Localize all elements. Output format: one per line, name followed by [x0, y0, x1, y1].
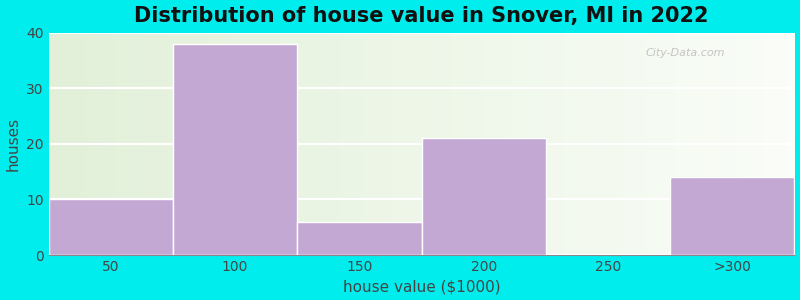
Bar [173, 44, 298, 255]
Bar [670, 177, 794, 255]
Bar [49, 200, 173, 255]
Text: City-Data.com: City-Data.com [646, 48, 725, 58]
Bar [422, 138, 546, 255]
Y-axis label: houses: houses [6, 117, 21, 171]
Title: Distribution of house value in Snover, MI in 2022: Distribution of house value in Snover, M… [134, 6, 709, 26]
Bar [298, 222, 422, 255]
X-axis label: house value ($1000): house value ($1000) [342, 279, 500, 294]
